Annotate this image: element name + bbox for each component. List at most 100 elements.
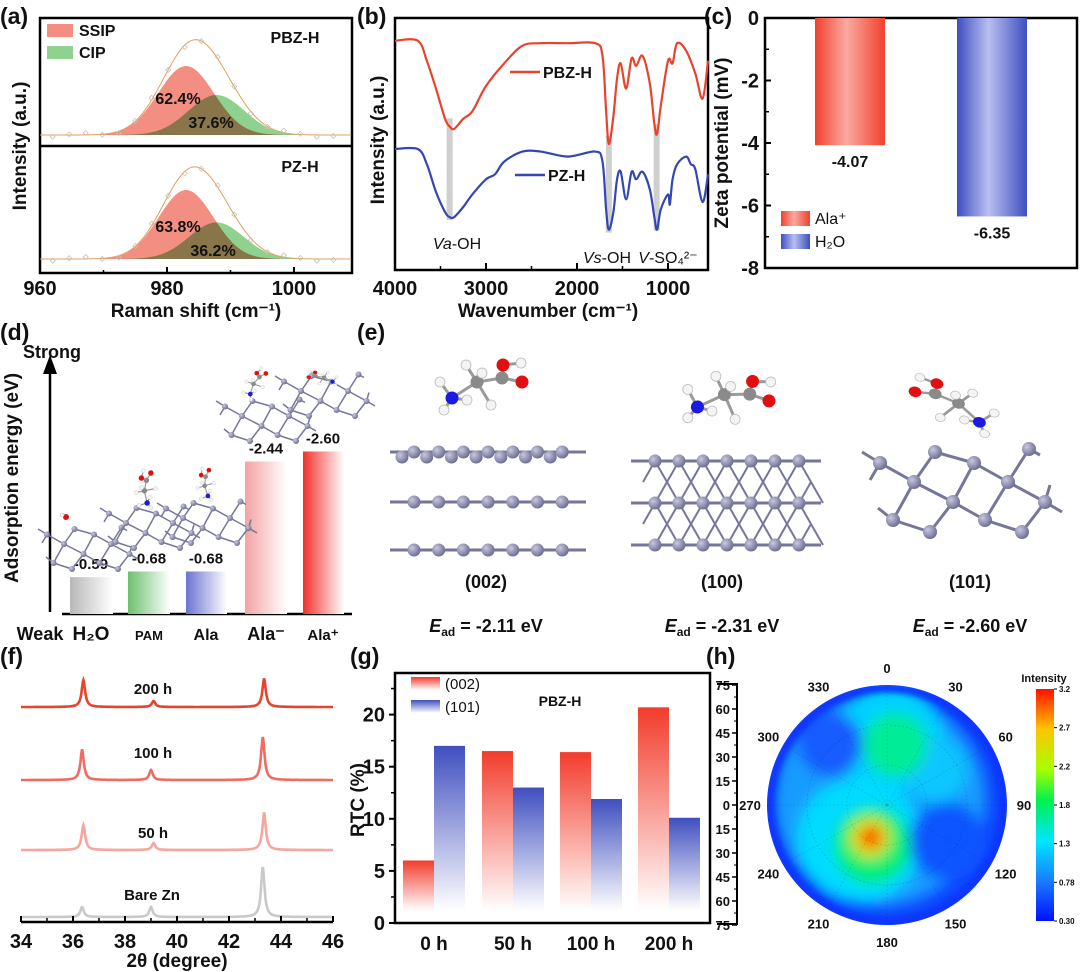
zn-atom xyxy=(123,520,129,526)
angle-tick-label: 180 xyxy=(876,935,898,950)
rtc-bar-101 xyxy=(591,799,622,911)
zn-atom xyxy=(555,495,569,509)
zn-atom xyxy=(258,423,265,429)
zn-bond xyxy=(810,481,824,504)
bar-h2o xyxy=(957,18,1027,217)
category-label: Ala⁻ xyxy=(247,624,285,644)
plot-frame xyxy=(393,16,710,272)
zn-atom xyxy=(158,539,165,545)
atom-h xyxy=(153,486,158,491)
zn-bond xyxy=(277,434,297,442)
zn-atom xyxy=(506,543,520,557)
panel-h-pole-figure: 0306090120150180210240270300330756045301… xyxy=(716,661,1076,950)
zn-atom xyxy=(304,423,311,429)
zn-atom xyxy=(648,538,662,552)
atom-h xyxy=(333,383,338,387)
peak-highlight-band xyxy=(653,124,660,231)
zn-bond xyxy=(336,409,356,417)
legend-swatch-cip xyxy=(47,46,73,59)
zn-bond xyxy=(202,527,219,538)
zn-slab-illustration xyxy=(37,524,139,572)
annotation-italic-part: V xyxy=(638,250,650,267)
atom-n xyxy=(690,400,704,414)
zn-atom xyxy=(420,450,434,464)
plot-frame xyxy=(393,671,712,925)
data-point xyxy=(231,83,238,90)
data-point xyxy=(115,130,122,137)
atom-c xyxy=(952,398,965,409)
polar-grid-spoke xyxy=(826,700,888,806)
x-tick-label: 1000 xyxy=(272,278,317,300)
data-point xyxy=(165,192,172,199)
plot-frame xyxy=(763,16,1079,270)
zn-atom xyxy=(672,454,686,468)
radial-tick-label: 45 xyxy=(716,726,730,741)
zn-bond xyxy=(63,528,76,545)
arrow-up-icon xyxy=(43,355,57,374)
adsorption-energy-label: Ead = -2.60 eV xyxy=(913,616,1028,639)
zn-atom xyxy=(648,496,662,510)
atom-o xyxy=(746,374,760,388)
zn-bond xyxy=(261,425,278,436)
heatmap-edge xyxy=(767,685,1007,925)
annotation-italic-part: Vs xyxy=(583,250,602,267)
atom-h xyxy=(476,367,488,379)
zn-bond xyxy=(82,534,95,555)
legend-swatch xyxy=(781,234,810,249)
x-tick-label: 4000 xyxy=(373,278,418,300)
zn-bond xyxy=(241,415,262,427)
zn-atom xyxy=(286,413,292,419)
legend-label: (002) xyxy=(445,676,480,693)
facet-label: (101) xyxy=(949,572,991,592)
atom-c xyxy=(470,375,484,389)
atom-o xyxy=(263,371,269,376)
zn-atom xyxy=(222,403,228,410)
zn-atom xyxy=(363,398,370,404)
zn-bond xyxy=(218,536,238,544)
zn-atom xyxy=(506,445,520,459)
energy-symbol: E xyxy=(913,616,926,636)
zn-atom xyxy=(234,540,240,546)
bar-ala-plus xyxy=(815,18,885,146)
zn-bond xyxy=(165,507,184,519)
data-point xyxy=(49,257,56,264)
zn-bond xyxy=(983,481,1010,521)
annotation-text-part: -OH xyxy=(452,236,481,253)
zn-bond xyxy=(229,501,242,519)
legend-swatch xyxy=(411,677,440,690)
colorbar-tick-label: 2.7 xyxy=(1059,724,1071,733)
atom-h xyxy=(725,380,737,392)
rtc-bar-002 xyxy=(403,860,434,911)
x-axis-title: Wavenumber (cm⁻¹) xyxy=(458,301,638,322)
zn-bond xyxy=(155,512,174,524)
panel-g-rtc-chart: 0 h 50 h 100 h 200 h 0 5 10 15 20 RTC (%) (002) (10… xyxy=(348,671,712,955)
zn-atom xyxy=(720,538,734,552)
zn-atom xyxy=(946,495,960,509)
angle-tick-label: 150 xyxy=(945,917,967,932)
legend-label: CIP xyxy=(79,45,106,62)
zn-bond xyxy=(193,502,214,510)
bar-value-label: -6.35 xyxy=(974,225,1011,242)
zn-atom xyxy=(237,498,244,505)
atom-o xyxy=(908,386,922,398)
data-point xyxy=(99,131,106,138)
zn-atom xyxy=(456,445,470,459)
data-point xyxy=(132,242,139,250)
panel-label-d: (d) xyxy=(0,319,29,345)
energy-value: = -2.31 eV xyxy=(691,616,780,636)
angle-tick-label: 300 xyxy=(758,730,780,745)
zn-atom xyxy=(91,531,97,538)
series-label: 100 h xyxy=(134,745,172,762)
zn-atom xyxy=(210,505,216,512)
zn-101-slab xyxy=(861,442,1063,539)
energy-bar-0 xyxy=(70,577,113,614)
panel-f-xrd-chart: 200 h 100 h 50 h Bare Zn 34 36 38 40 42 44 46 2θ (d… xyxy=(10,675,344,972)
atom-n xyxy=(205,493,211,499)
atom-h xyxy=(682,384,694,395)
heatmap-region xyxy=(908,802,986,880)
legend-swatch xyxy=(411,700,440,713)
zn-atom xyxy=(170,520,176,526)
zn-bond xyxy=(83,553,100,564)
zn-bond xyxy=(212,507,231,519)
data-point xyxy=(247,237,254,244)
